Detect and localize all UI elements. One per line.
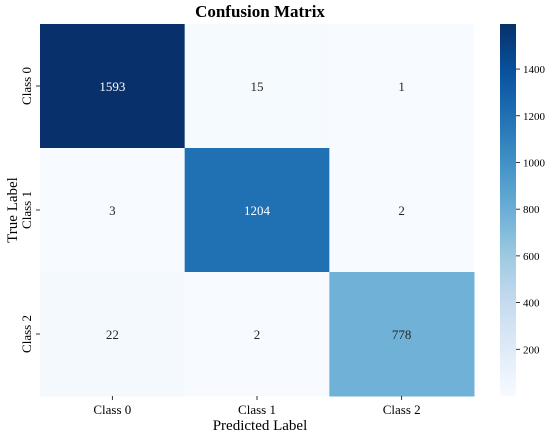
heatmap-cell <box>40 24 186 149</box>
y-tick-label: Class 1 <box>19 191 34 229</box>
cell-value-label: 778 <box>392 327 412 342</box>
colorbar-tick-label: 1400 <box>523 64 546 76</box>
heatmap-cell <box>40 148 186 273</box>
heatmap-cell <box>329 24 475 149</box>
cell-value-label: 1204 <box>244 203 271 218</box>
heatmap-cell <box>184 272 330 397</box>
cell-value-label: 22 <box>106 327 119 342</box>
x-tick-label: Class 2 <box>383 402 421 417</box>
y-axis-label: True Label <box>5 177 21 243</box>
y-tick-label: Class 0 <box>19 67 34 105</box>
x-tick-label: Class 1 <box>238 402 276 417</box>
colorbar-tick-label: 1200 <box>523 111 546 123</box>
y-tick-label: Class 2 <box>19 315 34 353</box>
x-tick-label: Class 0 <box>93 402 131 417</box>
heatmap-cell <box>184 24 330 149</box>
cell-value-label: 3 <box>109 203 116 218</box>
heatmap-cell <box>329 148 475 273</box>
colorbar-tick-label: 600 <box>523 251 540 263</box>
heatmap-cell <box>184 148 330 273</box>
cell-value-label: 2 <box>398 203 405 218</box>
colorbar-tick-label: 200 <box>523 344 540 356</box>
chart-title: Confusion Matrix <box>195 2 325 21</box>
heatmap-cells: 1593 15 13 1204 222 2 778 <box>40 24 475 397</box>
cell-value-label: 1 <box>398 79 405 94</box>
x-axis-label: Predicted Label <box>213 418 308 434</box>
colorbar-tick-label: 1000 <box>523 157 546 169</box>
cell-value-label: 1593 <box>99 79 125 94</box>
cell-value-label: 2 <box>254 327 261 342</box>
heatmap-cell <box>40 272 186 397</box>
x-axis-ticks: Class 0 Class 1 Class 2 <box>93 396 421 417</box>
colorbar-ticks: 200 400 600 800 1000 1200 1400 <box>516 64 546 356</box>
colorbar-tick-label: 800 <box>523 204 540 216</box>
colorbar-tick-label: 400 <box>523 298 540 310</box>
heatmap-cell <box>329 272 475 397</box>
y-axis-ticks: Class 0 Class 1 Class 2 <box>19 67 40 353</box>
cell-value-label: 15 <box>251 79 264 94</box>
colorbar <box>500 24 516 396</box>
